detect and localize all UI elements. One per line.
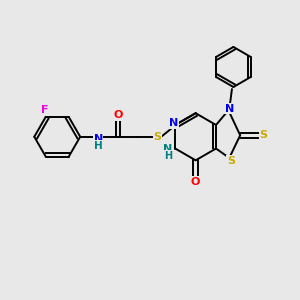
Text: N: N (225, 104, 234, 114)
Text: S: S (153, 132, 161, 142)
Text: F: F (41, 105, 49, 116)
Text: O: O (191, 177, 200, 187)
Text: O: O (113, 110, 123, 120)
Text: S: S (260, 130, 268, 140)
Text: N: N (169, 118, 178, 128)
Text: H: H (164, 151, 172, 161)
Text: S: S (227, 156, 235, 166)
Text: N: N (163, 144, 172, 154)
Text: H: H (94, 141, 103, 151)
Text: N: N (94, 134, 103, 144)
